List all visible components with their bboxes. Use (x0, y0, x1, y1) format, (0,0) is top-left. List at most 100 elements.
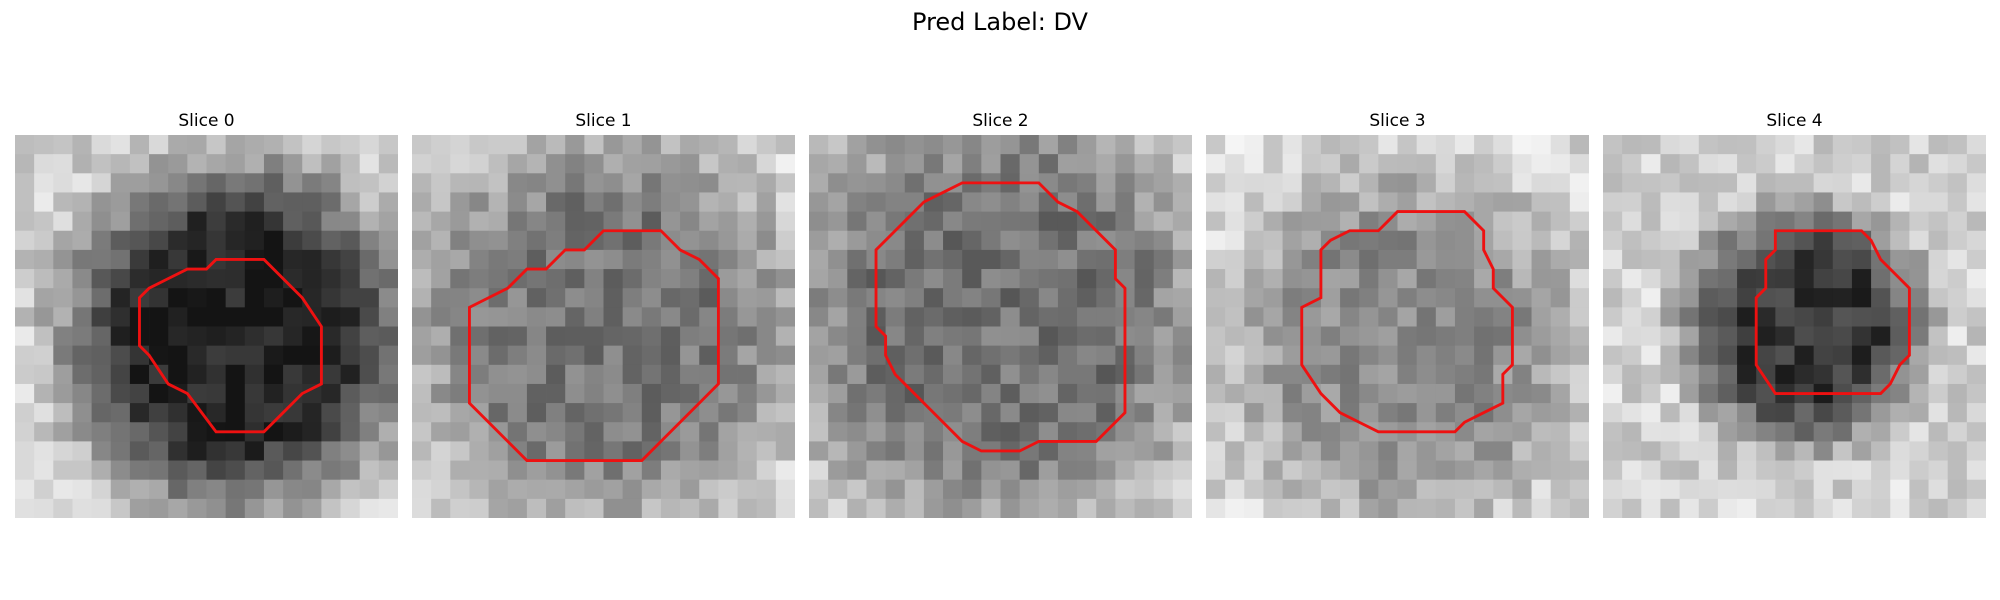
image-pixel (1569, 383, 1589, 404)
image-pixel (1775, 269, 1795, 289)
image-pixel (641, 307, 662, 327)
image-pixel (1493, 479, 1513, 500)
image-pixel (469, 154, 489, 174)
image-pixel (431, 211, 451, 232)
image-pixel (1603, 230, 1623, 251)
image-pixel (1416, 345, 1437, 366)
image-pixel (1474, 422, 1494, 442)
image-pixel (1320, 345, 1341, 366)
image-pixel (1794, 192, 1815, 212)
image-pixel (775, 192, 795, 212)
image-pixel (1474, 154, 1494, 174)
image-pixel (775, 326, 795, 347)
image-pixel (866, 211, 886, 232)
image-pixel (1698, 403, 1719, 423)
image-pixel (1603, 154, 1623, 174)
image-pixel (1320, 269, 1341, 289)
image-pixel (546, 498, 566, 518)
image-pixel (1077, 307, 1097, 327)
image-pixel (1737, 307, 1757, 327)
image-pixel (660, 154, 681, 174)
image-pixel (718, 192, 738, 212)
image-pixel (1206, 173, 1226, 193)
image-pixel (1871, 403, 1891, 423)
image-pixel (1717, 345, 1738, 366)
image-pixel (1717, 383, 1738, 404)
image-pixel (1794, 154, 1815, 174)
image-pixel (110, 307, 131, 327)
image-pixel (1077, 441, 1097, 461)
image-pixel (718, 479, 738, 500)
image-pixel (1134, 173, 1155, 193)
image-pixel (1359, 288, 1379, 308)
image-pixel (469, 173, 489, 193)
image-pixel (641, 173, 662, 193)
image-pixel (412, 364, 432, 385)
image-pixel (526, 460, 547, 481)
image-pixel (34, 288, 54, 308)
image-pixel (1717, 364, 1738, 385)
image-pixel (507, 383, 528, 404)
image-pixel (1679, 498, 1700, 518)
image-pixel (1603, 269, 1623, 289)
image-pixel (53, 269, 73, 289)
image-pixel (1679, 326, 1700, 347)
image-pixel (1057, 192, 1078, 212)
image-pixel (1397, 269, 1418, 289)
image-pixel (1359, 269, 1379, 289)
image-pixel (565, 498, 585, 518)
image-pixel (1794, 441, 1815, 461)
image-pixel (1775, 364, 1795, 385)
image-pixel (526, 192, 547, 212)
image-pixel (1775, 192, 1795, 212)
image-pixel (431, 249, 451, 270)
image-pixel (168, 249, 188, 270)
image-pixel (546, 288, 566, 308)
image-pixel (1340, 249, 1360, 270)
image-pixel (1340, 288, 1360, 308)
image-pixel (1717, 135, 1738, 155)
image-pixel (526, 249, 547, 270)
image-pixel (1153, 422, 1174, 442)
image-pixel (641, 460, 662, 481)
image-pixel (660, 460, 681, 481)
image-pixel (263, 173, 284, 193)
image-pixel (1622, 422, 1642, 442)
image-pixel (680, 249, 700, 270)
image-pixel (737, 288, 758, 308)
segmentation-contour (1300, 210, 1514, 434)
image-pixel (847, 383, 867, 404)
image-pixel (206, 192, 227, 212)
image-pixel (1813, 249, 1834, 270)
image-pixel (321, 326, 341, 347)
image-pixel (1947, 364, 1968, 385)
image-pixel (1096, 326, 1116, 347)
image-pixel (1153, 135, 1174, 155)
image-pixel (187, 192, 207, 212)
image-pixel (110, 154, 131, 174)
image-pixel (206, 479, 227, 500)
image-pixel (1737, 422, 1757, 442)
image-pixel (923, 364, 944, 385)
image-pixel (660, 249, 681, 270)
image-pixel (1263, 230, 1283, 251)
image-pixel (603, 307, 624, 327)
image-pixel (943, 460, 963, 481)
image-pixel (1909, 154, 1929, 174)
image-pixel (1622, 383, 1642, 404)
image-pixel (775, 307, 795, 327)
image-pixel (526, 307, 547, 327)
image-pixel (1928, 498, 1949, 518)
image-pixel (622, 403, 643, 423)
image-pixel (1890, 441, 1910, 461)
image-pixel (187, 307, 207, 327)
image-pixel (904, 345, 925, 366)
image-pixel (1641, 307, 1661, 327)
image-pixel (923, 269, 944, 289)
image-pixel (1096, 135, 1116, 155)
image-pixel (1206, 269, 1226, 289)
image-pixel (943, 288, 963, 308)
image-pixel (828, 211, 848, 232)
image-pixel (1775, 307, 1795, 327)
image-pixel (1282, 441, 1303, 461)
